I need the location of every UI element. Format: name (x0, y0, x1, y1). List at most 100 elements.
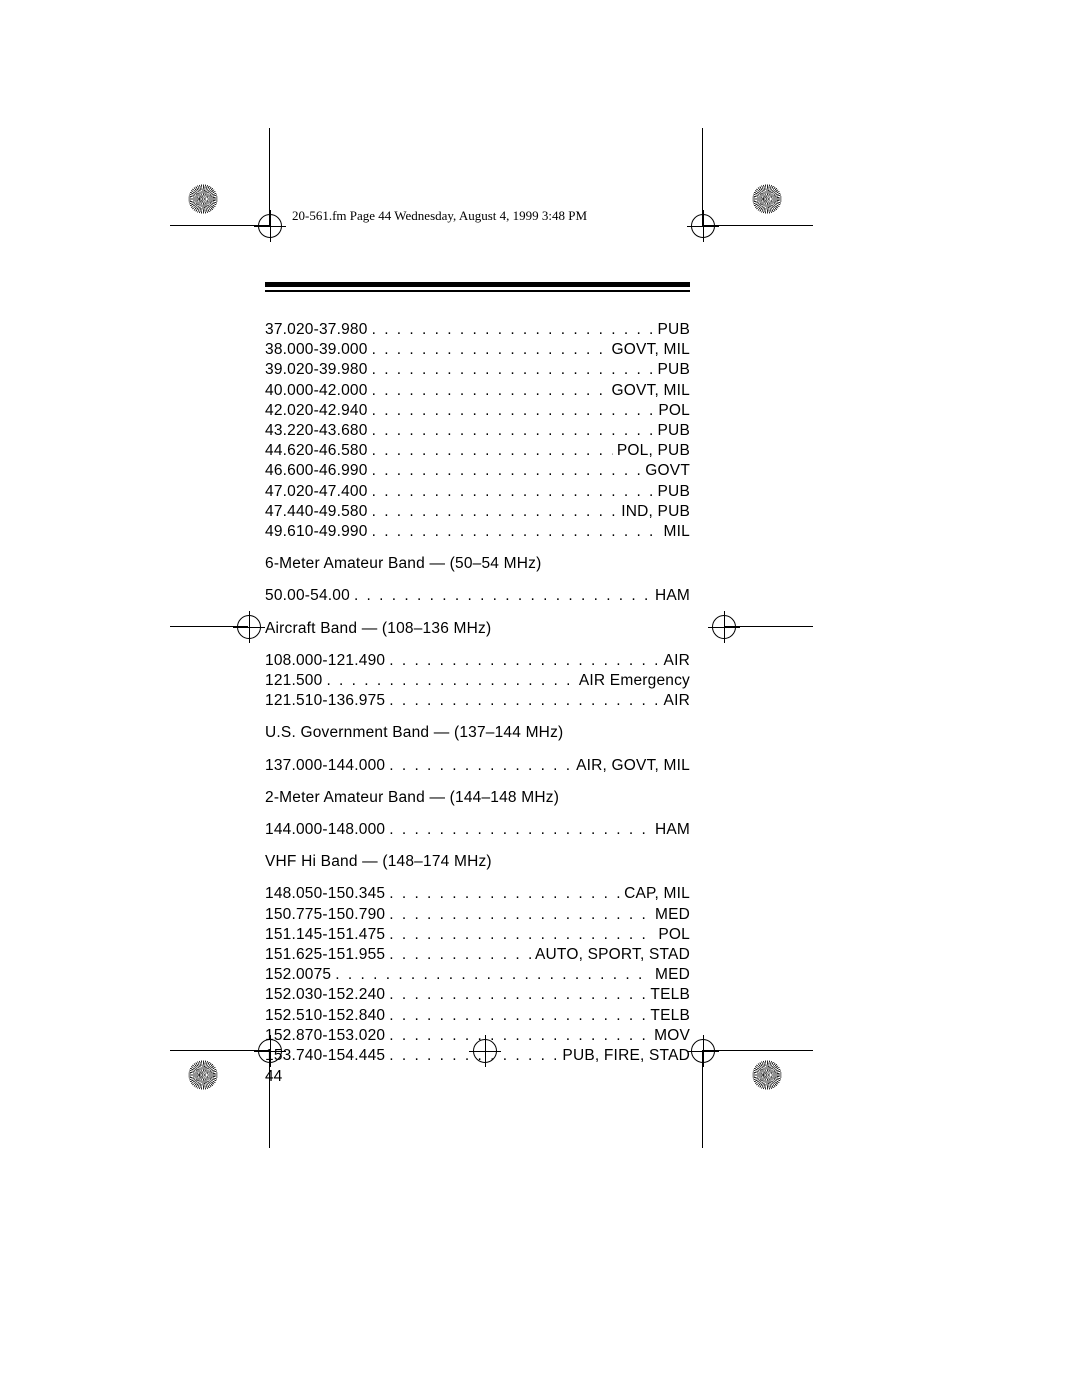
registration-mark-icon (237, 615, 261, 639)
allocation-label: AIR, GOVT, MIL (576, 756, 690, 776)
crop-mark (703, 1050, 813, 1051)
rosette-icon (750, 1058, 784, 1092)
frequency-row: 121.510-136.975AIR (265, 691, 690, 711)
registration-mark-icon (691, 1039, 715, 1063)
frequency-row: 152.030-152.240 TELB (265, 985, 690, 1005)
allocation-label: PUB (658, 360, 690, 380)
frequency-row: 49.610-49.990 MIL (265, 522, 690, 542)
page-number: 44 (265, 1068, 690, 1086)
frequency-range: 40.000-42.000 (265, 381, 368, 401)
frequency-range: 144.000-148.000 (265, 820, 385, 840)
allocation-label: PUB (658, 482, 690, 502)
band-heading: 6-Meter Amateur Band — (50–54 MHz) (265, 554, 690, 574)
page-header: 20-561.fm Page 44 Wednesday, August 4, 1… (292, 208, 587, 224)
registration-mark-icon (258, 214, 282, 238)
registration-mark-icon (691, 214, 715, 238)
frequency-range: 42.020-42.940 (265, 401, 368, 421)
allocation-label: HAM (655, 820, 690, 840)
frequency-range: 46.600-46.990 (265, 461, 368, 481)
allocation-label: GOVT, MIL (612, 381, 690, 401)
leader-dots (389, 820, 651, 840)
rosette-icon (186, 182, 220, 216)
leader-dots (354, 586, 651, 606)
frequency-range: 38.000-39.000 (265, 340, 368, 360)
frequency-range: 43.220-43.680 (265, 421, 368, 441)
allocation-label: GOVT (645, 461, 690, 481)
frequency-row: 39.020-39.980 PUB (265, 360, 690, 380)
allocation-label: PUB (658, 320, 690, 340)
frequency-range: 151.625-151.955 (265, 945, 385, 965)
frequency-row: 152.0075MED (265, 965, 690, 985)
leader-dots (389, 985, 646, 1005)
leader-dots (389, 1046, 558, 1066)
leader-dots (335, 965, 651, 985)
frequency-range: 49.610-49.990 (265, 522, 368, 542)
leader-dots (389, 884, 620, 904)
frequency-range: 150.775-150.790 (265, 905, 385, 925)
frequency-range: 151.145-151.475 (265, 925, 385, 945)
allocation-label: IND, PUB (621, 502, 690, 522)
leader-dots (372, 441, 613, 461)
leader-dots (372, 461, 642, 481)
frequency-row: 144.000-148.000 HAM (265, 820, 690, 840)
rosette-icon (186, 1058, 220, 1092)
frequency-row: 137.000-144.000 AIR, GOVT, MIL (265, 756, 690, 776)
frequency-range: 39.020-39.980 (265, 360, 368, 380)
frequency-range: 152.510-152.840 (265, 1006, 385, 1026)
allocation-label: POL (658, 925, 690, 945)
frequency-range: 44.620-46.580 (265, 441, 368, 461)
leader-dots (389, 1006, 646, 1026)
frequency-row: 44.620-46.580 POL, PUB (265, 441, 690, 461)
frequency-range: 37.020-37.980 (265, 320, 368, 340)
frequency-row: 151.145-151.475 POL (265, 925, 690, 945)
frequency-range: 152.030-152.240 (265, 985, 385, 1005)
allocation-label: TELB (650, 985, 690, 1005)
leader-dots (372, 522, 660, 542)
frequency-row: 46.600-46.990 GOVT (265, 461, 690, 481)
horizontal-rule (265, 282, 690, 292)
leader-dots (372, 482, 654, 502)
leader-dots (372, 421, 654, 441)
frequency-row: 152.870-153.020 MOV (265, 1026, 690, 1046)
leader-dots (389, 756, 572, 776)
page-body: 37.020-37.980PUB38.000-39.000GOVT, MIL39… (265, 282, 690, 1086)
allocation-label: MED (655, 965, 690, 985)
frequency-range: 152.870-153.020 (265, 1026, 385, 1046)
frequency-row: 47.020-47.400 PUB (265, 482, 690, 502)
allocation-label: PUB (658, 421, 690, 441)
frequency-range: 137.000-144.000 (265, 756, 385, 776)
allocation-label: PUB, FIRE, STAD (562, 1046, 690, 1066)
allocation-label: HAM (655, 586, 690, 606)
leader-dots (389, 925, 654, 945)
allocation-label: AUTO, SPORT, STAD (535, 945, 690, 965)
leader-dots (372, 340, 608, 360)
leader-dots (372, 360, 654, 380)
leader-dots (326, 671, 574, 691)
frequency-range: 121.500 (265, 671, 322, 691)
leader-dots (389, 651, 659, 671)
frequency-row: 152.510-152.840 TELB (265, 1006, 690, 1026)
allocation-label: MIL (664, 522, 690, 542)
frequency-row: 37.020-37.980 PUB (265, 320, 690, 340)
leader-dots (389, 905, 651, 925)
allocation-label: AIR (664, 651, 690, 671)
frequency-range: 153.740-154.445 (265, 1046, 385, 1066)
allocation-label: TELB (650, 1006, 690, 1026)
allocation-label: POL, PUB (617, 441, 690, 461)
frequency-range: 47.440-49.580 (265, 502, 368, 522)
frequency-range: 108.000-121.490 (265, 651, 385, 671)
leader-dots (372, 320, 654, 340)
registration-mark-icon (712, 615, 736, 639)
frequency-range: 47.020-47.400 (265, 482, 368, 502)
frequency-row: 151.625-151.955 AUTO, SPORT, STAD (265, 945, 690, 965)
frequency-range: 50.00-54.00 (265, 586, 350, 606)
frequency-row: 42.020-42.940POL (265, 401, 690, 421)
frequency-row: 40.000-42.000 GOVT, MIL (265, 381, 690, 401)
leader-dots (389, 1026, 650, 1046)
allocation-label: MOV (654, 1026, 690, 1046)
frequency-range: 121.510-136.975 (265, 691, 385, 711)
allocation-label: CAP, MIL (624, 884, 690, 904)
band-heading: U.S. Government Band — (137–144 MHz) (265, 723, 690, 743)
allocation-label: AIR Emergency (579, 671, 690, 691)
frequency-row: 38.000-39.000GOVT, MIL (265, 340, 690, 360)
